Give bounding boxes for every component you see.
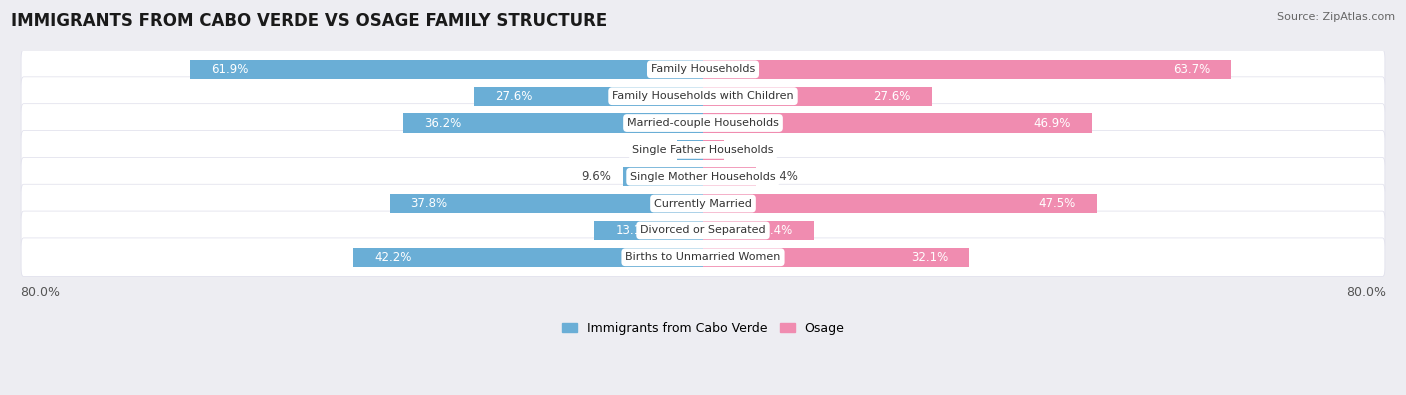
Text: Single Mother Households: Single Mother Households: [630, 172, 776, 182]
Bar: [389, 194, 703, 213]
Bar: [474, 87, 703, 106]
Text: Single Father Households: Single Father Households: [633, 145, 773, 155]
Text: 6.4%: 6.4%: [769, 170, 799, 183]
Text: 36.2%: 36.2%: [423, 117, 461, 130]
Text: Currently Married: Currently Married: [654, 199, 752, 209]
Text: Source: ZipAtlas.com: Source: ZipAtlas.com: [1277, 12, 1395, 22]
Bar: [703, 140, 724, 160]
Bar: [703, 167, 756, 186]
Text: Births to Unmarried Women: Births to Unmarried Women: [626, 252, 780, 262]
Bar: [404, 113, 703, 133]
Text: 63.7%: 63.7%: [1173, 63, 1211, 76]
FancyBboxPatch shape: [21, 211, 1385, 250]
Text: Married-couple Households: Married-couple Households: [627, 118, 779, 128]
Bar: [703, 113, 1091, 133]
Text: Divorced or Separated: Divorced or Separated: [640, 226, 766, 235]
Bar: [703, 194, 1097, 213]
Bar: [703, 248, 969, 267]
Text: 9.6%: 9.6%: [581, 170, 612, 183]
Text: 47.5%: 47.5%: [1039, 197, 1076, 210]
Text: 46.9%: 46.9%: [1033, 117, 1071, 130]
Bar: [703, 87, 932, 106]
Text: 42.2%: 42.2%: [374, 251, 412, 264]
Text: 3.1%: 3.1%: [636, 143, 665, 156]
Bar: [703, 221, 814, 240]
FancyBboxPatch shape: [21, 77, 1385, 115]
Text: 61.9%: 61.9%: [211, 63, 249, 76]
Text: 2.5%: 2.5%: [737, 143, 766, 156]
FancyBboxPatch shape: [21, 184, 1385, 223]
Bar: [623, 167, 703, 186]
Bar: [353, 248, 703, 267]
Bar: [678, 140, 703, 160]
FancyBboxPatch shape: [21, 50, 1385, 88]
Bar: [190, 60, 703, 79]
Legend: Immigrants from Cabo Verde, Osage: Immigrants from Cabo Verde, Osage: [561, 322, 845, 335]
FancyBboxPatch shape: [21, 104, 1385, 142]
Bar: [595, 221, 703, 240]
FancyBboxPatch shape: [21, 238, 1385, 276]
Text: Family Households with Children: Family Households with Children: [612, 91, 794, 101]
FancyBboxPatch shape: [21, 157, 1385, 196]
Text: 27.6%: 27.6%: [495, 90, 533, 103]
Text: IMMIGRANTS FROM CABO VERDE VS OSAGE FAMILY STRUCTURE: IMMIGRANTS FROM CABO VERDE VS OSAGE FAMI…: [11, 12, 607, 30]
Text: 32.1%: 32.1%: [911, 251, 948, 264]
Bar: [703, 60, 1230, 79]
Text: 27.6%: 27.6%: [873, 90, 911, 103]
FancyBboxPatch shape: [21, 130, 1385, 169]
Text: Family Households: Family Households: [651, 64, 755, 74]
Text: 13.4%: 13.4%: [756, 224, 793, 237]
Text: 37.8%: 37.8%: [411, 197, 447, 210]
Text: 13.1%: 13.1%: [616, 224, 652, 237]
